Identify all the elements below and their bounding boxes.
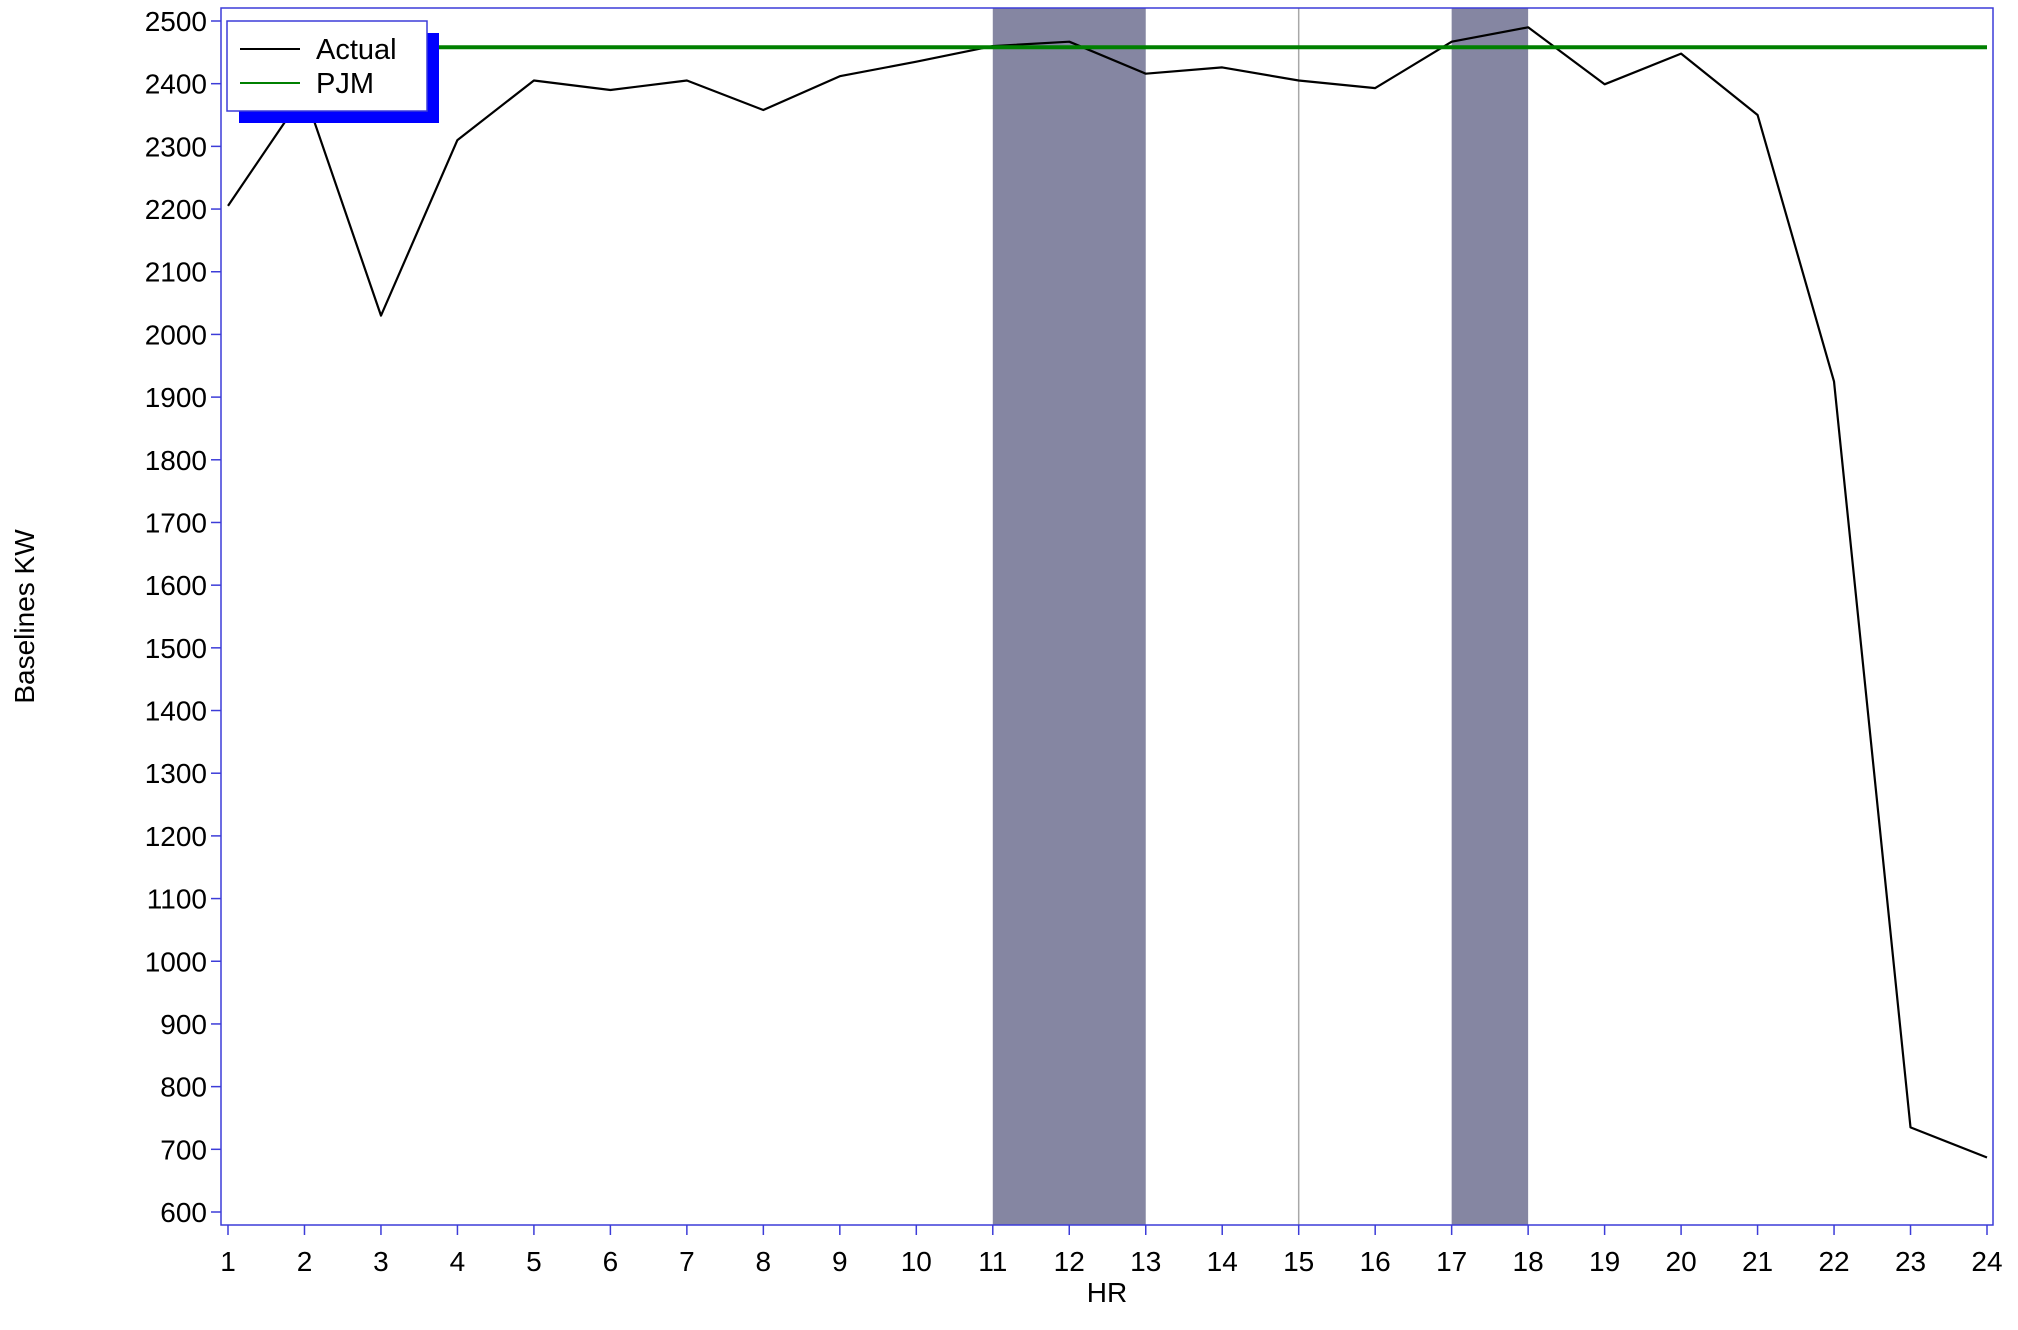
legend-label-pjm: PJM bbox=[316, 68, 374, 100]
y-tick-label: 2500 bbox=[145, 6, 207, 37]
y-tick-label: 1300 bbox=[145, 758, 207, 789]
series-lines bbox=[227, 26, 1988, 1159]
x-tick-label: 24 bbox=[1971, 1246, 2002, 1277]
y-tick-label: 2200 bbox=[145, 194, 207, 225]
x-tick-label: 20 bbox=[1666, 1246, 1697, 1277]
y-tick-label: 1700 bbox=[145, 507, 207, 538]
x-tick-label: 1 bbox=[220, 1246, 236, 1277]
legend-box bbox=[226, 20, 428, 112]
y-tick-label: 2300 bbox=[145, 131, 207, 162]
x-tick-label: 22 bbox=[1818, 1246, 1849, 1277]
y-tick-label: 2100 bbox=[145, 257, 207, 288]
x-tick-label: 23 bbox=[1895, 1246, 1926, 1277]
y-tick-label: 1800 bbox=[145, 445, 207, 476]
x-tick-label: 3 bbox=[373, 1246, 389, 1277]
x-tick-label: 14 bbox=[1207, 1246, 1238, 1277]
x-tick-label: 6 bbox=[603, 1246, 619, 1277]
shaded-region-1 bbox=[992, 8, 1146, 1225]
x-tick-label: 12 bbox=[1054, 1246, 1085, 1277]
y-tick-label: 700 bbox=[160, 1134, 207, 1165]
x-tick-label: 13 bbox=[1130, 1246, 1161, 1277]
shaded-region-2 bbox=[1451, 8, 1529, 1225]
y-tick-label: 600 bbox=[160, 1197, 207, 1228]
y-tick-label: 1100 bbox=[147, 884, 207, 915]
x-tick-label: 8 bbox=[756, 1246, 772, 1277]
x-tick-label: 21 bbox=[1742, 1246, 1773, 1277]
x-tick-label: 16 bbox=[1360, 1246, 1391, 1277]
y-tick-label: 2400 bbox=[145, 69, 207, 100]
x-tick-label: 9 bbox=[832, 1246, 848, 1277]
shaded-regions bbox=[992, 8, 1529, 1225]
y-tick-label: 1900 bbox=[145, 382, 207, 413]
y-tick-label: 900 bbox=[160, 1009, 207, 1040]
x-tick-label: 5 bbox=[526, 1246, 542, 1277]
x-tick-label: 19 bbox=[1589, 1246, 1620, 1277]
x-axis-title: HR bbox=[1087, 1277, 1127, 1308]
y-tick-label: 1600 bbox=[145, 570, 207, 601]
y-axis-title: Baselines KW bbox=[9, 529, 40, 704]
x-tick-label: 15 bbox=[1283, 1246, 1314, 1277]
x-tick-label: 2 bbox=[297, 1246, 313, 1277]
x-tick-label: 18 bbox=[1513, 1246, 1544, 1277]
series-line-actual bbox=[227, 26, 1988, 1159]
legend: Actual PJM bbox=[226, 20, 439, 123]
y-tick-label: 1500 bbox=[145, 633, 207, 664]
x-tick-label: 7 bbox=[679, 1246, 695, 1277]
axis-ticks: 1 2 3 4 5 6 7 8 9 10 11 12 13 14 15 16 17 18 19 20 21 22 23 246… bbox=[145, 6, 2003, 1277]
plot-frame bbox=[220, 7, 1994, 1226]
x-tick-label: 10 bbox=[901, 1246, 932, 1277]
legend-label-actual: Actual bbox=[316, 34, 397, 66]
y-tick-label: 1200 bbox=[145, 821, 207, 852]
x-tick-label: 4 bbox=[450, 1246, 466, 1277]
y-tick-label: 800 bbox=[160, 1072, 207, 1103]
x-tick-label: 11 bbox=[978, 1246, 1007, 1277]
y-tick-label: 2000 bbox=[145, 319, 207, 350]
x-tick-label: 17 bbox=[1436, 1246, 1467, 1277]
y-tick-label: 1400 bbox=[145, 696, 207, 727]
y-tick-label: 1000 bbox=[145, 946, 207, 977]
